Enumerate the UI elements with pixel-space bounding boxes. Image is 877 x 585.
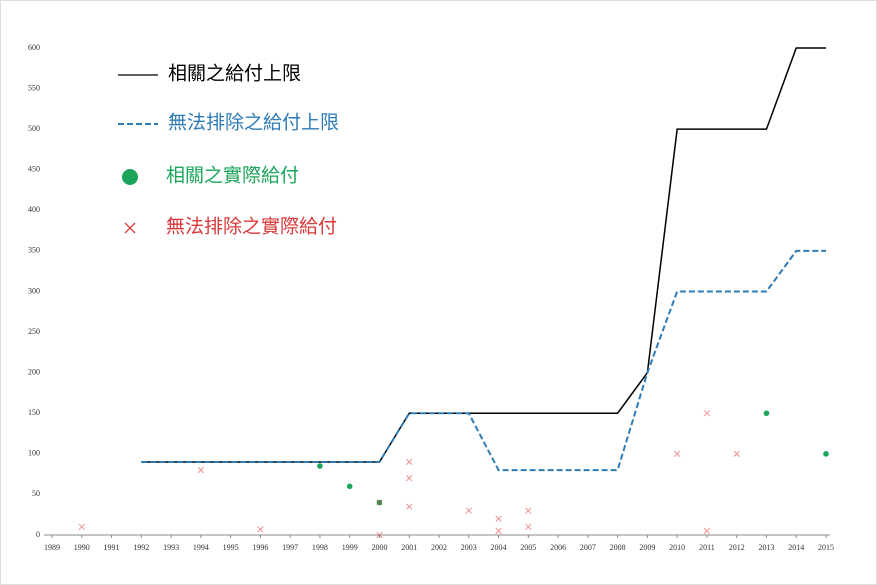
scatter-point bbox=[197, 466, 204, 474]
x-tick-label: 1999 bbox=[342, 543, 358, 552]
x-tick-label: 2012 bbox=[729, 543, 745, 552]
y-tick-label: 100 bbox=[28, 449, 40, 458]
y-tick-label: 400 bbox=[28, 205, 40, 214]
x-tick-label: 2013 bbox=[758, 543, 774, 552]
x-tick-label: 1993 bbox=[163, 543, 179, 552]
scatter-point bbox=[703, 410, 711, 417]
line-series bbox=[141, 47, 826, 463]
scatter-point bbox=[317, 463, 323, 469]
scatter-point bbox=[257, 526, 264, 533]
legend-swatch bbox=[122, 169, 138, 185]
scatter-point bbox=[376, 499, 383, 506]
legend-label: 無法排除之給付上限 bbox=[168, 111, 339, 133]
scatter-point bbox=[346, 483, 353, 490]
x-tick-label: 2003 bbox=[461, 543, 477, 552]
y-tick-label: 150 bbox=[28, 408, 40, 417]
x-tick-label: 1989 bbox=[44, 543, 60, 552]
x-tick-label: 2010 bbox=[669, 543, 685, 552]
legend-label: 相關之實際給付 bbox=[166, 164, 299, 186]
x-tick-label: 2015 bbox=[818, 543, 834, 552]
x-tick-label: 2001 bbox=[401, 543, 417, 552]
x-tick-label: 2014 bbox=[788, 543, 804, 552]
y-tick-label: 450 bbox=[28, 165, 40, 174]
y-tick-label: 50 bbox=[32, 489, 40, 498]
scatter-point bbox=[674, 450, 681, 457]
y-tick-label: 200 bbox=[28, 367, 40, 376]
x-tick-label: 1995 bbox=[223, 543, 239, 552]
scatter-point bbox=[823, 451, 829, 457]
y-tick-label: 250 bbox=[28, 327, 40, 336]
x-tick-label: 2009 bbox=[639, 543, 655, 552]
scatter-point bbox=[733, 450, 740, 457]
scatter-point bbox=[703, 527, 711, 535]
scatter-point bbox=[406, 458, 413, 466]
scatter-point bbox=[406, 475, 413, 482]
scatter-point bbox=[763, 410, 770, 417]
x-tick-label: 1998 bbox=[312, 543, 328, 552]
x-tick-label: 2005 bbox=[520, 543, 536, 552]
scatter-point bbox=[495, 515, 502, 522]
x-tick-label: 2008 bbox=[610, 543, 626, 552]
y-tick-label: 600 bbox=[28, 43, 40, 52]
scatter-point bbox=[525, 507, 532, 514]
x-tick-label: 1992 bbox=[133, 543, 149, 552]
x-tick-label: 1996 bbox=[252, 543, 268, 552]
y-tick-label: 350 bbox=[28, 246, 40, 255]
scatter-point bbox=[376, 531, 383, 539]
x-tick-label: 1994 bbox=[193, 543, 209, 552]
x-tick-label: 2011 bbox=[699, 543, 715, 552]
scatter-point bbox=[78, 523, 85, 531]
y-tick-label: 0 bbox=[36, 530, 40, 539]
scatter-point bbox=[465, 507, 472, 514]
y-tick-label: 550 bbox=[28, 83, 40, 92]
x-tick-label: 2006 bbox=[550, 543, 566, 552]
x-tick-label: 2002 bbox=[431, 543, 447, 552]
x-tick-label: 1990 bbox=[74, 543, 90, 552]
x-tick-label: 2004 bbox=[491, 543, 507, 552]
y-tick-label: 300 bbox=[28, 286, 40, 295]
x-tick-label: 1997 bbox=[282, 543, 298, 552]
y-tick-label: 500 bbox=[28, 124, 40, 133]
legend-swatch bbox=[124, 222, 136, 234]
x-tick-label: 2000 bbox=[371, 543, 387, 552]
legend-label: 相關之給付上限 bbox=[168, 62, 301, 84]
x-tick-label: 2007 bbox=[580, 543, 596, 552]
line-series bbox=[141, 249, 826, 472]
x-tick-label: 1991 bbox=[104, 543, 120, 552]
scatter-point bbox=[406, 503, 413, 510]
scatter-point bbox=[525, 523, 532, 531]
legend-label: 無法排除之實際給付 bbox=[166, 215, 337, 237]
scatter-point bbox=[495, 527, 502, 535]
